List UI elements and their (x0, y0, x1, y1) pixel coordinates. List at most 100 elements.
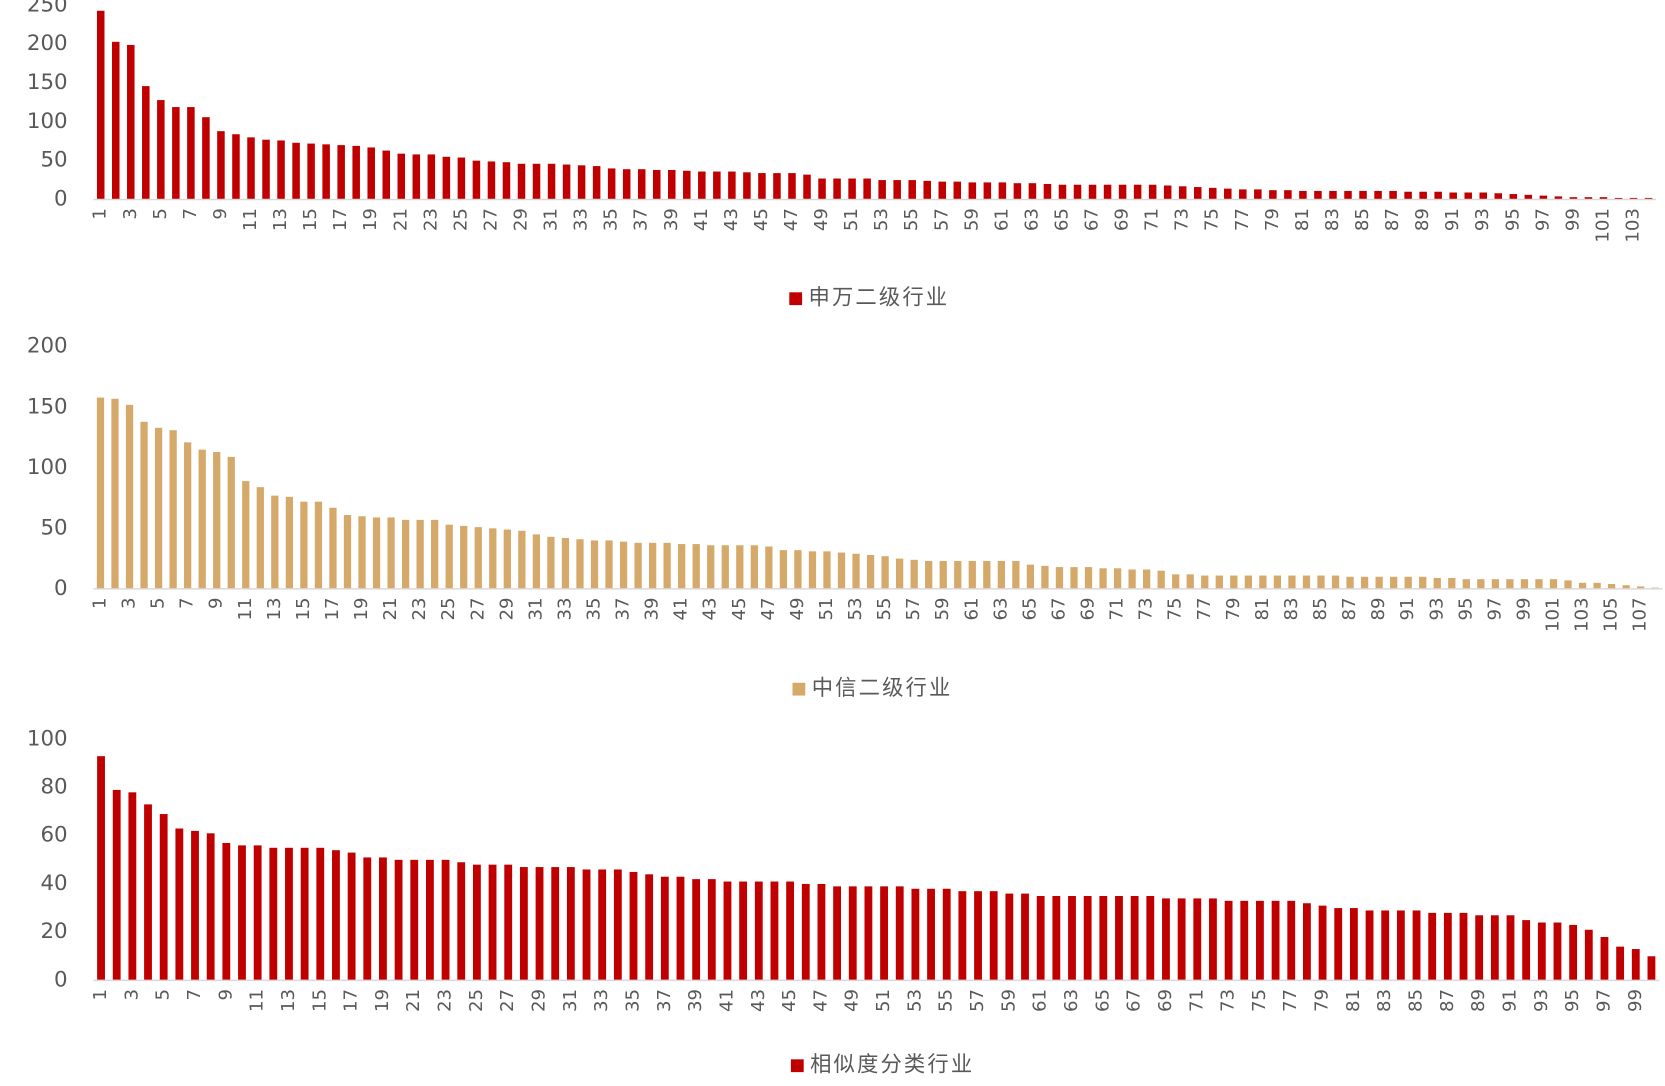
bar (1419, 191, 1427, 200)
bar (1584, 929, 1593, 981)
bar (1284, 190, 1292, 200)
bar (1273, 575, 1282, 589)
x-tick-label: 73 (1136, 597, 1157, 620)
bar (713, 171, 721, 200)
x-tick-label: 21 (390, 208, 411, 231)
bar (474, 527, 482, 589)
bar (852, 553, 860, 589)
legend-label: 中信二级行业 (812, 676, 953, 701)
bar (111, 398, 119, 589)
legend-swatch (789, 292, 803, 306)
bar (989, 891, 998, 981)
bar (1177, 898, 1186, 981)
bar (770, 881, 779, 981)
x-tick-label: 77 (1280, 989, 1301, 1012)
x-tick-label: 51 (873, 989, 894, 1012)
bar (1209, 187, 1217, 200)
x-tick-label: 75 (1249, 989, 1270, 1012)
bar (566, 867, 575, 981)
x-tick-label: 37 (613, 597, 634, 620)
bar (1475, 915, 1484, 981)
bar (1099, 896, 1108, 981)
x-tick-label: 81 (1343, 989, 1364, 1012)
bar (1128, 569, 1136, 589)
y-tick-label: 150 (27, 394, 68, 419)
x-tick-label: 7 (184, 989, 205, 1001)
bar (337, 145, 345, 200)
bar (372, 517, 381, 589)
bar (1318, 905, 1327, 981)
bar (605, 540, 613, 589)
bar (818, 178, 826, 200)
bar (358, 516, 366, 589)
bar (1103, 184, 1112, 200)
bar (1329, 190, 1337, 200)
bar (1070, 567, 1078, 589)
bar (794, 550, 802, 589)
bar (217, 131, 225, 200)
bar (332, 850, 340, 981)
x-tick-label: 65 (1092, 989, 1113, 1012)
bar (1012, 561, 1020, 589)
bar (896, 558, 904, 589)
bar (1288, 575, 1296, 589)
bar (300, 501, 308, 589)
x-tick-label: 49 (811, 208, 832, 231)
bar (382, 150, 391, 200)
x-tick-label: 19 (360, 208, 381, 231)
bar (1256, 900, 1264, 981)
x-tick-label: 53 (845, 597, 866, 620)
bar (488, 864, 497, 981)
bar (974, 891, 982, 981)
bar (953, 181, 962, 200)
x-tick-label: 59 (932, 597, 953, 620)
bar (1299, 190, 1307, 200)
bar (1143, 569, 1151, 589)
bar (1224, 188, 1232, 200)
bar (692, 544, 700, 589)
bar (1028, 183, 1037, 200)
bar (519, 867, 528, 981)
x-tick-label: 85 (1406, 989, 1427, 1012)
x-tick-label: 15 (293, 597, 314, 620)
bar (416, 519, 424, 589)
bar (1522, 920, 1531, 981)
x-tick-label: 79 (1262, 208, 1283, 231)
x-tick-label: 89 (1412, 208, 1433, 231)
bar (517, 163, 526, 200)
x-tick-label: 13 (270, 208, 291, 231)
x-tick-label: 81 (1252, 597, 1273, 620)
bar (629, 871, 638, 981)
bar (1254, 189, 1262, 200)
x-tick-label: 103 (1623, 208, 1644, 243)
bar (128, 792, 137, 981)
x-tick-label: 107 (1630, 597, 1651, 632)
x-tick-label: 5 (148, 597, 169, 609)
x-tick-label: 65 (1019, 597, 1040, 620)
x-tick-label: 49 (787, 597, 808, 620)
bar (97, 756, 105, 981)
x-tick-label: 13 (264, 597, 285, 620)
bar (1055, 567, 1064, 589)
bar (592, 166, 601, 200)
bar (1390, 576, 1398, 589)
bar (788, 173, 796, 200)
bar (1344, 190, 1352, 200)
x-tick-label: 5 (150, 208, 171, 220)
x-tick-label: 31 (525, 597, 546, 620)
legend-label: 申万二级行业 (808, 286, 949, 311)
x-tick-label: 85 (1310, 597, 1331, 620)
bar (808, 551, 817, 589)
bar (1287, 900, 1296, 981)
bar (206, 833, 215, 981)
bar (582, 869, 591, 981)
bar (637, 169, 646, 200)
x-tick-label: 43 (700, 597, 721, 620)
x-tick-label: 9 (215, 989, 236, 1001)
x-tick-label: 45 (751, 208, 772, 231)
bar (786, 881, 795, 981)
bar (222, 842, 231, 981)
bar (773, 173, 781, 200)
x-tick-label: 35 (584, 597, 605, 620)
bar (1099, 568, 1107, 589)
